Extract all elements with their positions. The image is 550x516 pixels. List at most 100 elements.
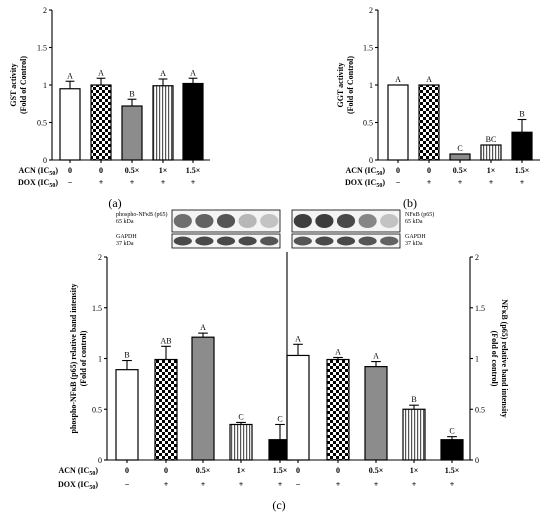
bar (440, 439, 464, 461)
y-tick-label: 2 (98, 253, 102, 262)
blot-band (260, 236, 279, 246)
acn-dose: 0 (68, 166, 72, 175)
significance-letter: A (200, 323, 206, 332)
y-tick-label: 1 (98, 355, 102, 364)
blot-band (380, 236, 399, 246)
bar (286, 354, 310, 461)
blot-band (315, 213, 334, 229)
blot-band (195, 236, 214, 246)
y-tick-label: 0.5 (37, 119, 47, 128)
dox-status: + (427, 178, 432, 187)
y-tick-label: 0.5 (475, 405, 485, 414)
significance-letter: C (457, 144, 462, 153)
significance-letter: A (190, 68, 196, 77)
blot-band (336, 213, 356, 229)
bar (90, 84, 112, 161)
significance-letter: B (124, 351, 129, 360)
bar (152, 85, 174, 161)
bar (449, 153, 471, 161)
acn-dose: 1.5× (515, 166, 530, 175)
dox-status: − (68, 178, 73, 187)
acn-dose: 1.5× (273, 466, 288, 475)
acn-dose: 1× (410, 466, 419, 475)
panel-label-a: (a) (108, 196, 121, 210)
western-blots: phospho-NFκB (p65) 65 kDa GAPDH 37 kDa NFκB … (116, 209, 434, 249)
dox-status: + (99, 178, 104, 187)
y-axis-label: NFκB (p65) relative band intensity(Fold … (490, 299, 509, 418)
y-tick-label: 1.5 (37, 44, 47, 53)
y-axis-label: GGT activity(Fold of Control) (336, 56, 355, 114)
significance-letter: A (335, 347, 341, 356)
significance-letter: A (160, 69, 166, 78)
y-axis-label: phospho-NFκB (p65) relative band intensi… (69, 283, 88, 433)
significance-letter: B (411, 395, 416, 404)
acn-dose: 1× (237, 466, 246, 475)
blot-band (260, 213, 279, 229)
dox-status: + (458, 178, 463, 187)
y-tick-label: 0 (43, 156, 47, 165)
chart-a-gst: 0 0.5 1 1.5 2 GST activity(Fold of Control) A A… (9, 6, 210, 189)
significance-letter: C (238, 412, 243, 421)
acn-dose: 0 (396, 166, 400, 175)
y-tick-label: 1 (43, 81, 47, 90)
y-tick-label: 0.5 (92, 405, 102, 414)
significance-letter: B (129, 89, 134, 98)
acn-dose: 1× (487, 166, 496, 175)
dox-status: + (374, 480, 379, 489)
blot-label-nfkb: NFκB (p65) 65 kDa (405, 211, 434, 225)
dox-status: + (489, 178, 494, 187)
dox-status: + (130, 178, 135, 187)
dox-status: + (520, 178, 525, 187)
y-tick-label: 2 (475, 253, 479, 262)
blot-band (315, 236, 334, 246)
significance-letter: A (373, 352, 379, 361)
dox-label: DOX (IC50) (18, 178, 58, 189)
bar (326, 358, 350, 461)
acn-dose: 0 (296, 466, 300, 475)
bar (387, 84, 409, 161)
blot-band (238, 213, 257, 229)
acn-dose: 0 (427, 166, 431, 175)
blot-band (293, 213, 312, 229)
y-tick-label: 0.5 (363, 119, 373, 128)
acn-dose: 1.5× (186, 166, 201, 175)
significance-letter: C (449, 427, 454, 436)
dox-status: + (450, 480, 455, 489)
y-tick-label: 2 (43, 6, 47, 15)
bar (182, 82, 204, 161)
significance-letter: C (277, 414, 282, 423)
y-tick-label: 0 (369, 156, 373, 165)
blot-band (238, 236, 257, 246)
bar (191, 336, 215, 461)
acn-dose: 0.5× (196, 466, 211, 475)
acn-label: ACN (IC50) (18, 166, 58, 177)
acn-dose: 0 (125, 466, 129, 475)
y-tick-label: 1.5 (92, 304, 102, 313)
y-tick-label: 0 (98, 456, 102, 465)
blot-band (173, 213, 192, 229)
blot-band (216, 236, 236, 246)
y-tick-label: 2 (369, 6, 373, 15)
bar (121, 105, 143, 161)
dox-status: + (412, 480, 417, 489)
blot-band (380, 213, 399, 229)
dox-status: − (296, 480, 301, 489)
acn-dose: 0 (164, 466, 168, 475)
dox-status: − (125, 480, 130, 489)
acn-dose: 0 (99, 166, 103, 175)
significance-letter: A (426, 75, 432, 84)
y-tick-label: 1 (475, 355, 479, 364)
y-tick-label: 0 (475, 456, 479, 465)
bar (480, 144, 502, 161)
chart-b-ggt: 0 0.5 1 1.5 2 GGT activity(Fold of Control) A A… (336, 6, 540, 189)
significance-letter: A (395, 75, 401, 84)
significance-letter: A (98, 68, 104, 77)
dox-label: DOX (IC50) (345, 178, 385, 189)
acn-dose: 0 (336, 466, 340, 475)
blot-label-gapdh-right: GAPDH 37 kDa (405, 234, 426, 247)
panel-label-c: (c) (272, 498, 285, 512)
blot-band (195, 213, 214, 229)
significance-letter: A (295, 334, 301, 343)
dox-status: + (336, 480, 341, 489)
